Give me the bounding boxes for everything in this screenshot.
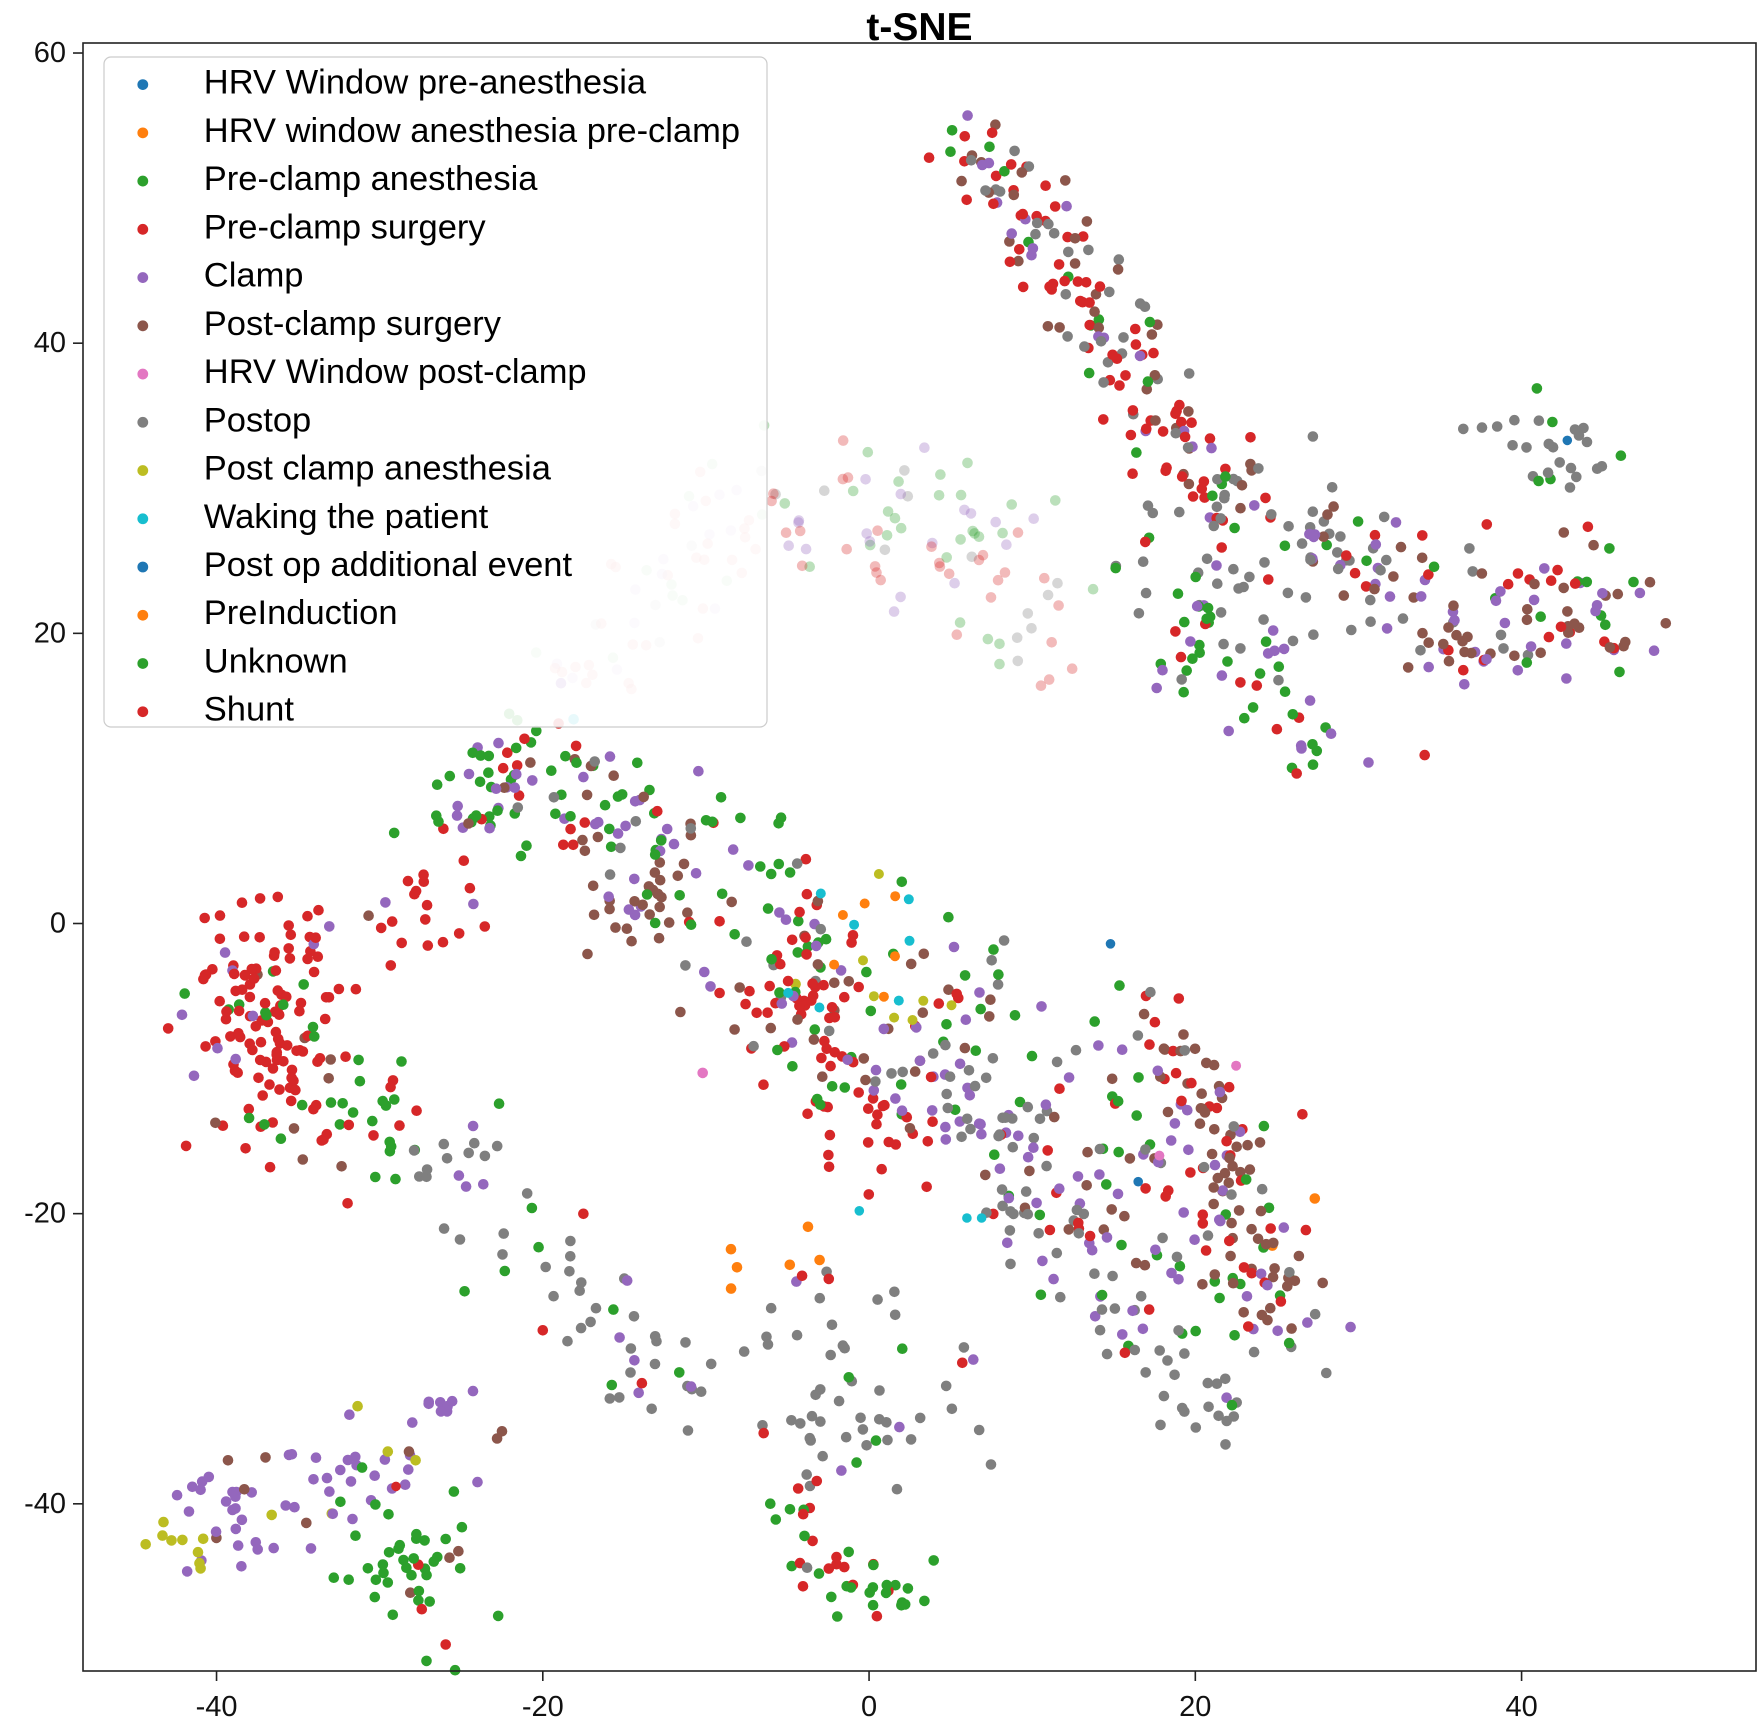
svg-text:40: 40 (34, 327, 66, 359)
svg-text:-40: -40 (196, 1691, 238, 1719)
svg-text:60: 60 (34, 37, 66, 69)
svg-text:Shunt: Shunt (204, 691, 295, 729)
svg-text:Post-clamp surgery: Post-clamp surgery (204, 305, 502, 343)
svg-text:Pre-clamp surgery: Pre-clamp surgery (204, 208, 487, 246)
svg-text:20: 20 (1179, 1691, 1211, 1719)
svg-text:Post op additional event: Post op additional event (204, 546, 573, 584)
svg-text:Waking the patient: Waking the patient (204, 498, 489, 536)
svg-text:PreInduction: PreInduction (204, 594, 398, 632)
svg-text:Unknown: Unknown (204, 642, 348, 680)
svg-text:HRV window anesthesia pre-clam: HRV window anesthesia pre-clamp (204, 112, 740, 150)
svg-text:Post clamp anesthesia: Post clamp anesthesia (204, 450, 552, 488)
svg-text:Postop: Postop (204, 401, 311, 439)
svg-text:-20: -20 (522, 1691, 564, 1719)
svg-text:Clamp: Clamp (204, 257, 304, 295)
svg-text:0: 0 (861, 1691, 877, 1719)
svg-text:40: 40 (1505, 1691, 1537, 1719)
svg-text:HRV Window pre-anesthesia: HRV Window pre-anesthesia (204, 64, 647, 102)
svg-text:0: 0 (50, 908, 66, 940)
svg-text:HRV Window post-clamp: HRV Window post-clamp (204, 353, 587, 391)
svg-text:-20: -20 (24, 1198, 66, 1230)
svg-text:20: 20 (34, 617, 66, 649)
svg-text:Pre-clamp anesthesia: Pre-clamp anesthesia (204, 160, 538, 198)
svg-text:-40: -40 (24, 1488, 66, 1520)
